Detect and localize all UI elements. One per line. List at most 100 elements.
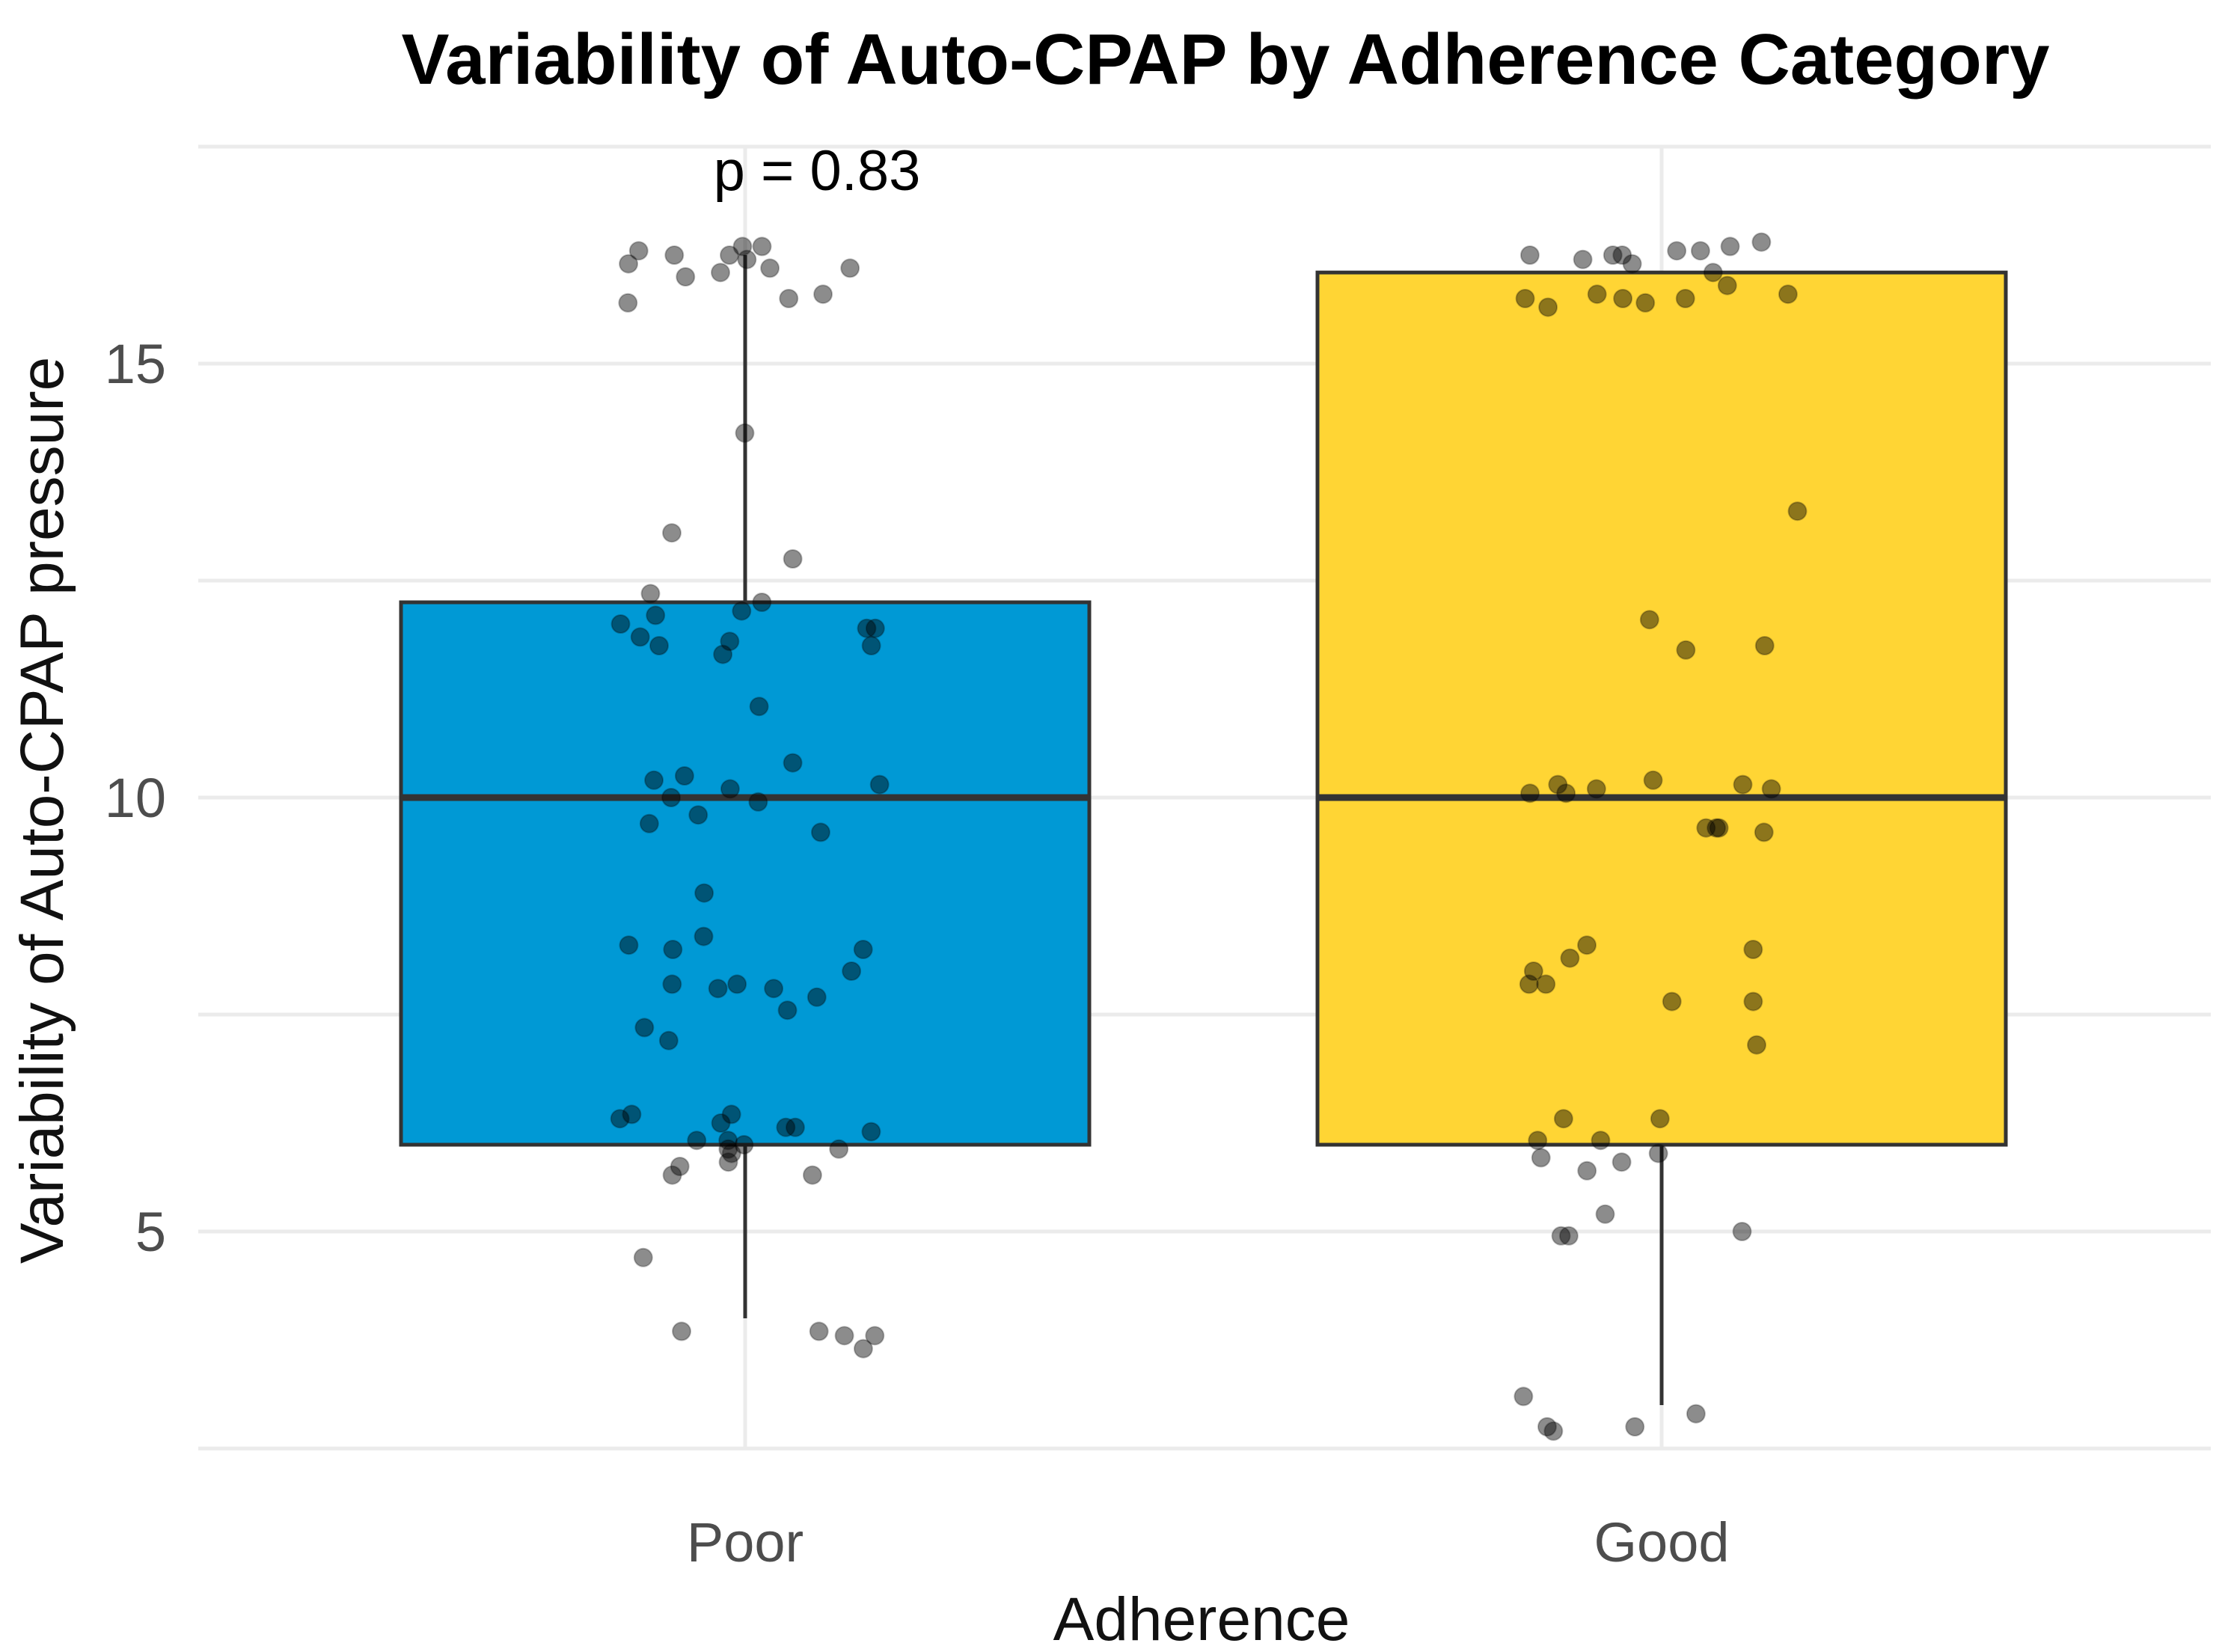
- data-point-good-20: [1754, 636, 1775, 655]
- data-point-good-1: [1720, 236, 1740, 257]
- data-point-good-46: [1648, 1143, 1668, 1163]
- data-point-poor-28: [713, 644, 733, 664]
- data-point-poor-7: [840, 258, 860, 278]
- data-point-poor-21: [610, 614, 631, 634]
- box-poor: [399, 600, 1092, 1147]
- data-point-poor-51: [777, 1000, 798, 1021]
- data-point-good-17: [1538, 297, 1558, 317]
- box-good: [1315, 270, 2008, 1147]
- data-point-poor-3: [664, 245, 685, 265]
- data-point-good-55: [1686, 1404, 1706, 1424]
- data-point-good-51: [1732, 1222, 1752, 1241]
- data-point-good-27: [1520, 783, 1540, 804]
- data-point-good-13: [1515, 289, 1535, 308]
- data-point-poor-37: [688, 805, 708, 825]
- data-point-poor-20: [646, 605, 666, 625]
- data-point-poor-69: [662, 1165, 682, 1185]
- data-point-good-43: [1650, 1109, 1670, 1129]
- data-point-good-18: [1787, 501, 1808, 521]
- data-point-good-3: [1667, 241, 1687, 261]
- data-point-good-36: [1523, 961, 1543, 981]
- data-point-poor-33: [869, 774, 890, 795]
- data-point-good-23: [1548, 774, 1568, 795]
- data-point-poor-5: [737, 249, 757, 269]
- data-point-poor-0: [732, 236, 753, 257]
- data-point-poor-61: [687, 1131, 707, 1151]
- data-point-poor-6: [619, 254, 639, 274]
- data-point-poor-16: [783, 549, 803, 569]
- data-point-poor-46: [727, 974, 747, 994]
- data-point-good-40: [1743, 991, 1763, 1012]
- data-point-poor-29: [749, 697, 769, 717]
- data-point-good-39: [1662, 991, 1682, 1012]
- data-point-good-58: [1543, 1421, 1564, 1441]
- data-point-poor-55: [622, 1104, 642, 1125]
- data-point-good-45: [1591, 1131, 1611, 1151]
- data-point-poor-39: [810, 822, 830, 842]
- data-point-poor-23: [865, 618, 885, 638]
- data-point-poor-44: [663, 940, 683, 959]
- p-value-annotation: p = 0.83: [714, 139, 921, 203]
- chart-title: Variability of Auto-CPAP by Adherence Ca…: [401, 19, 2049, 100]
- data-point-poor-76: [853, 1339, 873, 1359]
- data-point-good-22: [1643, 770, 1663, 790]
- data-point-poor-64: [718, 1139, 738, 1159]
- tick-layer: 5 10 15 Poor Good: [105, 333, 1730, 1573]
- data-point-poor-38: [639, 813, 659, 833]
- data-point-poor-8: [760, 258, 780, 278]
- data-point-poor-47: [662, 974, 682, 994]
- data-point-poor-14: [735, 423, 755, 443]
- data-point-good-28: [1556, 783, 1576, 804]
- data-point-good-49: [1577, 1160, 1597, 1181]
- data-point-good-42: [1553, 1109, 1573, 1129]
- whisker-layer: [743, 255, 1664, 1405]
- data-point-good-19: [1639, 610, 1659, 630]
- data-point-good-2: [1690, 241, 1710, 261]
- data-point-poor-10: [676, 267, 696, 287]
- data-point-good-33: [1577, 935, 1597, 955]
- data-point-poor-62: [718, 1131, 738, 1151]
- data-point-poor-26: [861, 636, 881, 655]
- y-axis-title: Variability of Auto-CPAP pressure: [8, 357, 76, 1264]
- data-point-poor-66: [721, 1143, 741, 1163]
- x-tick-label-good: Good: [1594, 1511, 1729, 1573]
- data-point-poor-40: [694, 883, 714, 903]
- data-point-poor-19: [732, 601, 752, 621]
- data-point-poor-22: [857, 618, 877, 638]
- data-point-poor-2: [628, 241, 649, 261]
- data-point-good-37: [1536, 974, 1556, 994]
- data-point-poor-42: [619, 935, 639, 955]
- data-point-good-57: [1625, 1417, 1645, 1437]
- data-point-poor-54: [721, 1104, 741, 1125]
- data-point-poor-24: [630, 627, 650, 647]
- data-point-poor-70: [802, 1165, 822, 1185]
- data-point-poor-41: [694, 926, 714, 946]
- data-point-poor-49: [708, 979, 728, 999]
- data-point-good-25: [1761, 779, 1781, 799]
- data-point-good-15: [1675, 289, 1695, 308]
- data-point-poor-58: [785, 1117, 805, 1137]
- data-point-poor-18: [752, 593, 772, 612]
- data-point-good-41: [1746, 1035, 1766, 1055]
- data-point-poor-53: [658, 1030, 679, 1050]
- data-point-poor-15: [661, 523, 682, 543]
- data-point-poor-48: [764, 979, 784, 999]
- data-point-good-50: [1595, 1204, 1615, 1224]
- data-point-poor-9: [711, 263, 731, 283]
- data-point-good-16: [1635, 293, 1656, 313]
- data-point-good-26: [1586, 779, 1606, 799]
- data-point-poor-67: [718, 1152, 738, 1172]
- y-tick-label-15: 15: [105, 333, 166, 395]
- data-point-good-48: [1612, 1152, 1632, 1172]
- data-point-good-4: [1519, 245, 1540, 265]
- data-point-good-5: [1603, 245, 1623, 265]
- data-point-poor-31: [674, 766, 694, 786]
- data-point-good-35: [1560, 948, 1580, 968]
- data-point-good-56: [1537, 1417, 1557, 1437]
- data-point-good-54: [1514, 1386, 1534, 1407]
- data-point-good-53: [1558, 1226, 1579, 1246]
- data-point-poor-65: [829, 1139, 849, 1159]
- data-point-poor-75: [865, 1326, 885, 1346]
- data-point-poor-72: [672, 1321, 692, 1342]
